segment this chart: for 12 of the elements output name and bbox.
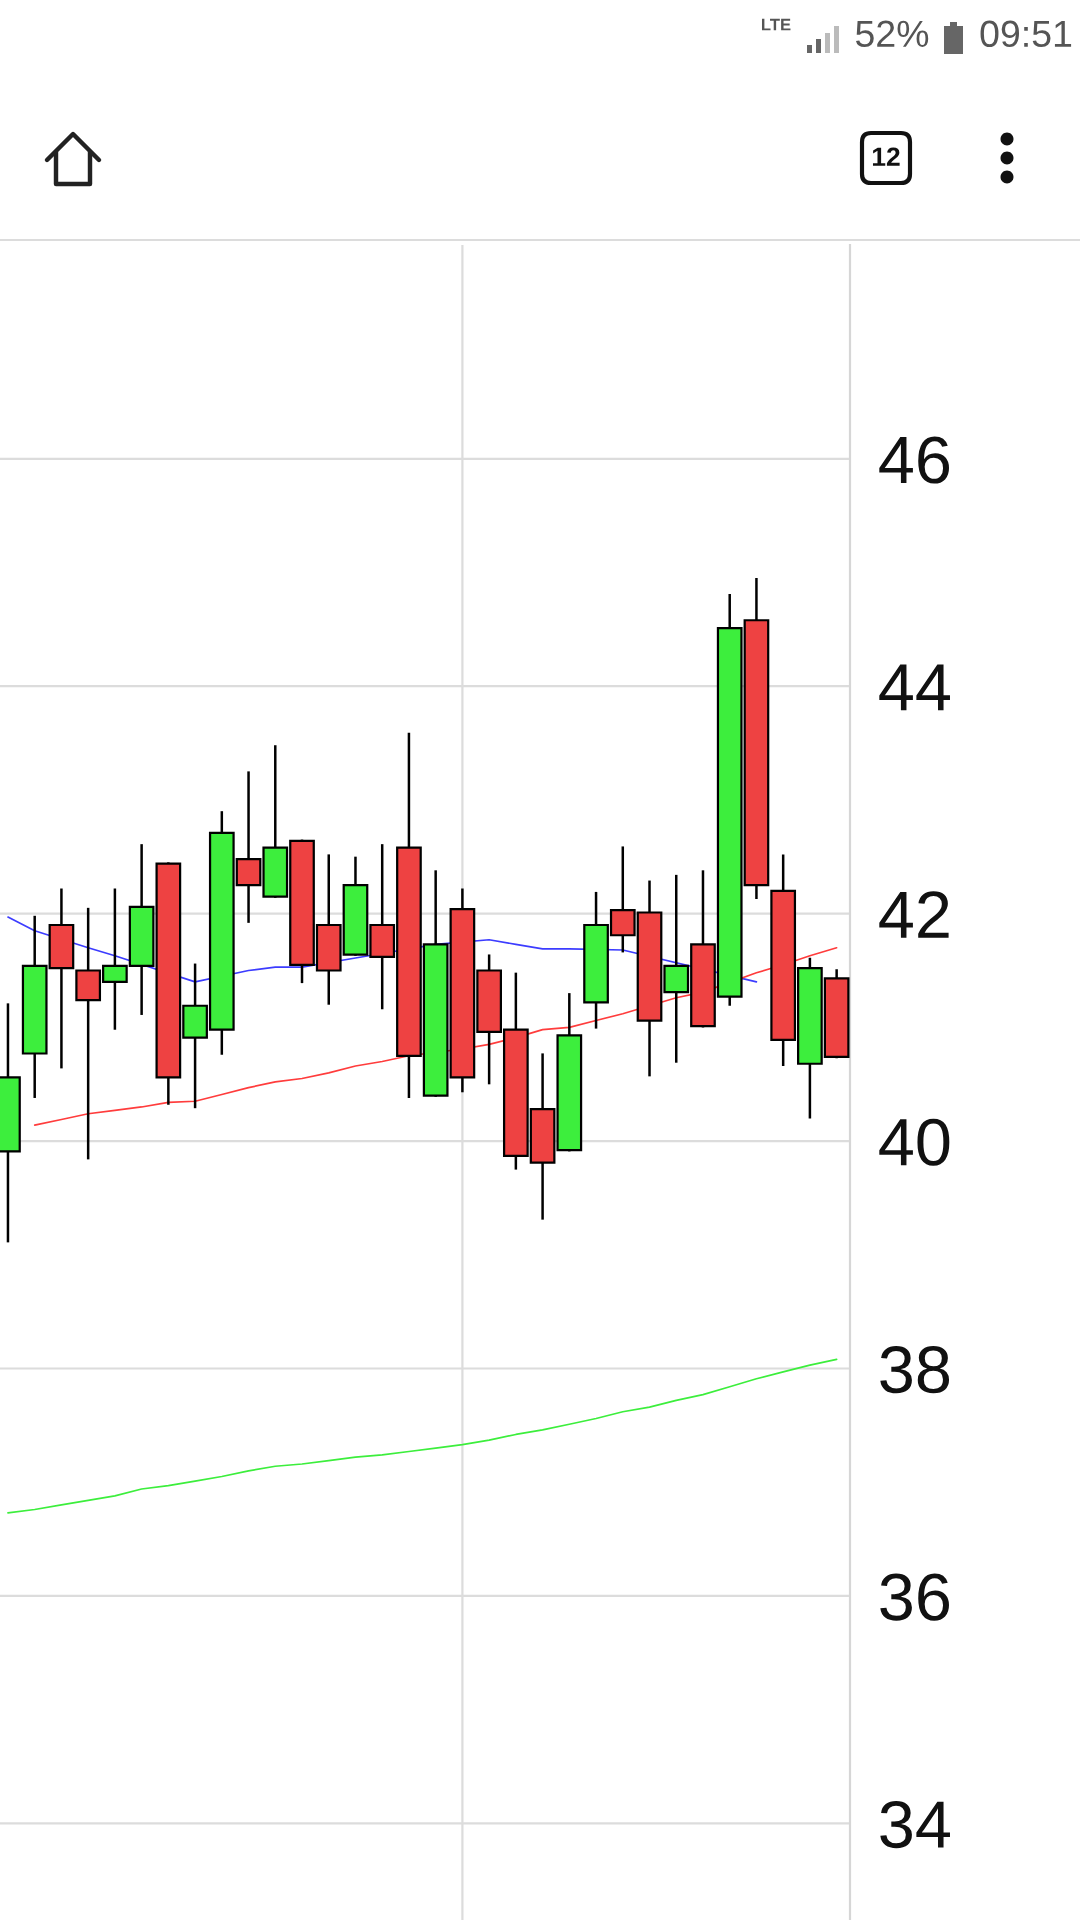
y-tick-label: 40 [879, 1118, 950, 1166]
y-tick-label: 38 [880, 1346, 950, 1394]
y-tick-label: 36 [880, 1573, 949, 1621]
y-tick-label: 44 [879, 664, 950, 711]
y-tick-label: 34 [880, 1800, 950, 1849]
text: 52% [855, 20, 929, 48]
line-series [7, 1358, 838, 1514]
y-tick-label: 42 [879, 891, 949, 938]
text: 09:51 [980, 20, 1072, 48]
y-tick-label: 46 [879, 436, 949, 484]
text: 12 [872, 147, 900, 166]
text: LTE [761, 18, 791, 31]
